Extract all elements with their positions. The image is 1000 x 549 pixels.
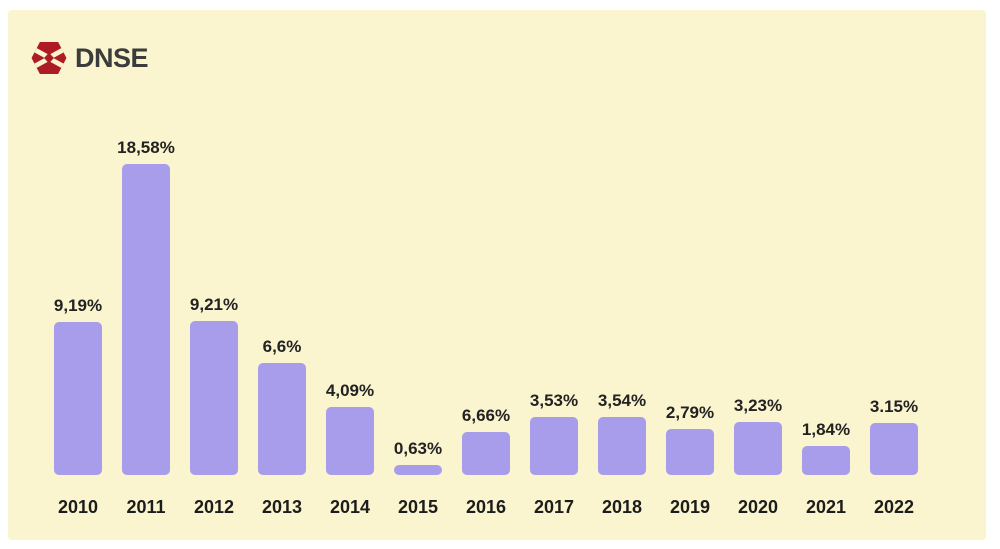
year-label-2012: 2012 (193, 497, 235, 517)
bar-2018 (598, 417, 646, 475)
bar-value-label-2015: 0,63% (393, 439, 443, 458)
year-label-2021: 2021 (805, 497, 847, 517)
bar-value-label-2014: 4,09% (325, 381, 375, 400)
year-label-2017: 2017 (533, 497, 575, 517)
year-label-2022: 2022 (873, 497, 915, 517)
year-label-2015: 2015 (397, 497, 439, 517)
chart: 9,19% 2010 18,58% 2011 9,21% 2012 6,6% 2013 4,09… (8, 10, 986, 540)
bar-2021 (802, 446, 850, 475)
brand-logo: DNSE (30, 39, 149, 77)
bar-2016 (462, 432, 510, 475)
bar-2020 (734, 422, 782, 475)
bar-2010 (54, 322, 102, 475)
year-label-2010: 2010 (57, 497, 99, 517)
chart-panel: DNSE 9,19% 2010 18,58% 2011 9,21% 2012 6,6% 201… (8, 10, 986, 540)
bar-2017 (530, 417, 578, 475)
year-label-2014: 2014 (329, 497, 371, 517)
bar-2014 (326, 407, 374, 475)
bar-value-label-2022: 3.15% (869, 397, 919, 416)
bar-value-label-2010: 9,19% (53, 296, 103, 315)
bar-value-label-2012: 9,21% (189, 295, 239, 314)
dnse-hexagon-icon (31, 42, 67, 74)
brand-name: DNSE (75, 43, 149, 73)
bar-2012 (190, 321, 238, 475)
bar-2015 (394, 465, 442, 475)
year-label-2016: 2016 (465, 497, 507, 517)
bar-value-label-2011: 18,58% (117, 138, 175, 157)
bar-2019 (666, 429, 714, 475)
bar-value-label-2021: 1,84% (801, 420, 851, 439)
year-label-2013: 2013 (261, 497, 303, 517)
year-label-2011: 2011 (126, 497, 166, 517)
bar-2013 (258, 363, 306, 475)
bar-value-label-2018: 3,54% (597, 391, 647, 410)
bar-value-label-2016: 6,66% (461, 406, 511, 425)
bar-value-label-2019: 2,79% (665, 403, 715, 422)
bar-value-label-2017: 3,53% (529, 391, 579, 410)
year-label-2018: 2018 (601, 497, 643, 517)
year-label-2019: 2019 (669, 497, 711, 517)
bar-2022 (870, 423, 918, 475)
year-label-2020: 2020 (737, 497, 779, 517)
bar-value-label-2020: 3,23% (733, 396, 783, 415)
bar-2011 (122, 164, 170, 475)
bar-value-label-2013: 6,6% (262, 337, 302, 356)
